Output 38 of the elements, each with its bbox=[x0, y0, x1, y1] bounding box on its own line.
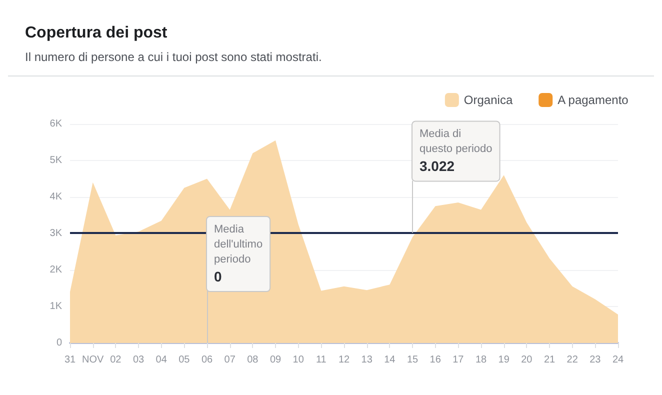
y-tick-label: 3K bbox=[50, 228, 62, 239]
x-tick-label: 02 bbox=[110, 354, 122, 366]
chart-subtitle: Il numero di persone a cui i tuoi post sono stati mostrati. bbox=[25, 50, 322, 64]
chart-title: Copertura dei post bbox=[25, 24, 168, 42]
x-tick-label: 04 bbox=[156, 354, 168, 366]
x-tick-label: 09 bbox=[270, 354, 282, 366]
x-tick-label: 24 bbox=[612, 354, 624, 366]
x-tick-label: 17 bbox=[452, 354, 464, 366]
x-tick-label: 13 bbox=[361, 354, 373, 366]
x-tick-label: 11 bbox=[316, 354, 327, 366]
y-tick-label: 2K bbox=[50, 264, 62, 276]
x-tick-label: 20 bbox=[521, 354, 533, 366]
x-tick-label: 05 bbox=[178, 354, 190, 366]
x-tick-label: 10 bbox=[292, 354, 304, 366]
x-tick-label: 19 bbox=[498, 354, 510, 366]
annotation: Media dell'ultimo periodo 0 bbox=[214, 224, 263, 284]
y-tick-label: 5K bbox=[50, 155, 62, 166]
x-tick-label: NOV bbox=[82, 354, 104, 366]
y-tick-label: 1K bbox=[50, 301, 62, 312]
x-tick-label: 03 bbox=[132, 354, 144, 366]
x-tick-label: 07 bbox=[224, 354, 236, 366]
x-tick-label: 22 bbox=[566, 354, 578, 366]
y-tick-label: 6K bbox=[50, 118, 62, 130]
x-tick-label: 23 bbox=[590, 354, 602, 366]
y-tick-label: 4K bbox=[50, 192, 62, 202]
x-tick-label: 18 bbox=[475, 354, 487, 366]
x-tick-label: 16 bbox=[430, 354, 442, 366]
x-tick-label: 12 bbox=[338, 354, 350, 366]
x-tick-label: 14 bbox=[384, 354, 396, 366]
x-tick-label: 06 bbox=[201, 354, 213, 366]
y-tick-label: 0 bbox=[56, 338, 62, 348]
legend-label: A pagamento bbox=[558, 93, 629, 107]
x-tick-label: 31 bbox=[64, 354, 76, 366]
legend-label: Organica bbox=[464, 93, 513, 107]
x-tick-label: 15 bbox=[406, 354, 418, 366]
annotation: Media di questo periodo 3.022 bbox=[420, 128, 492, 174]
x-tick-label: 21 bbox=[544, 354, 556, 366]
x-tick-label: 08 bbox=[247, 354, 259, 366]
